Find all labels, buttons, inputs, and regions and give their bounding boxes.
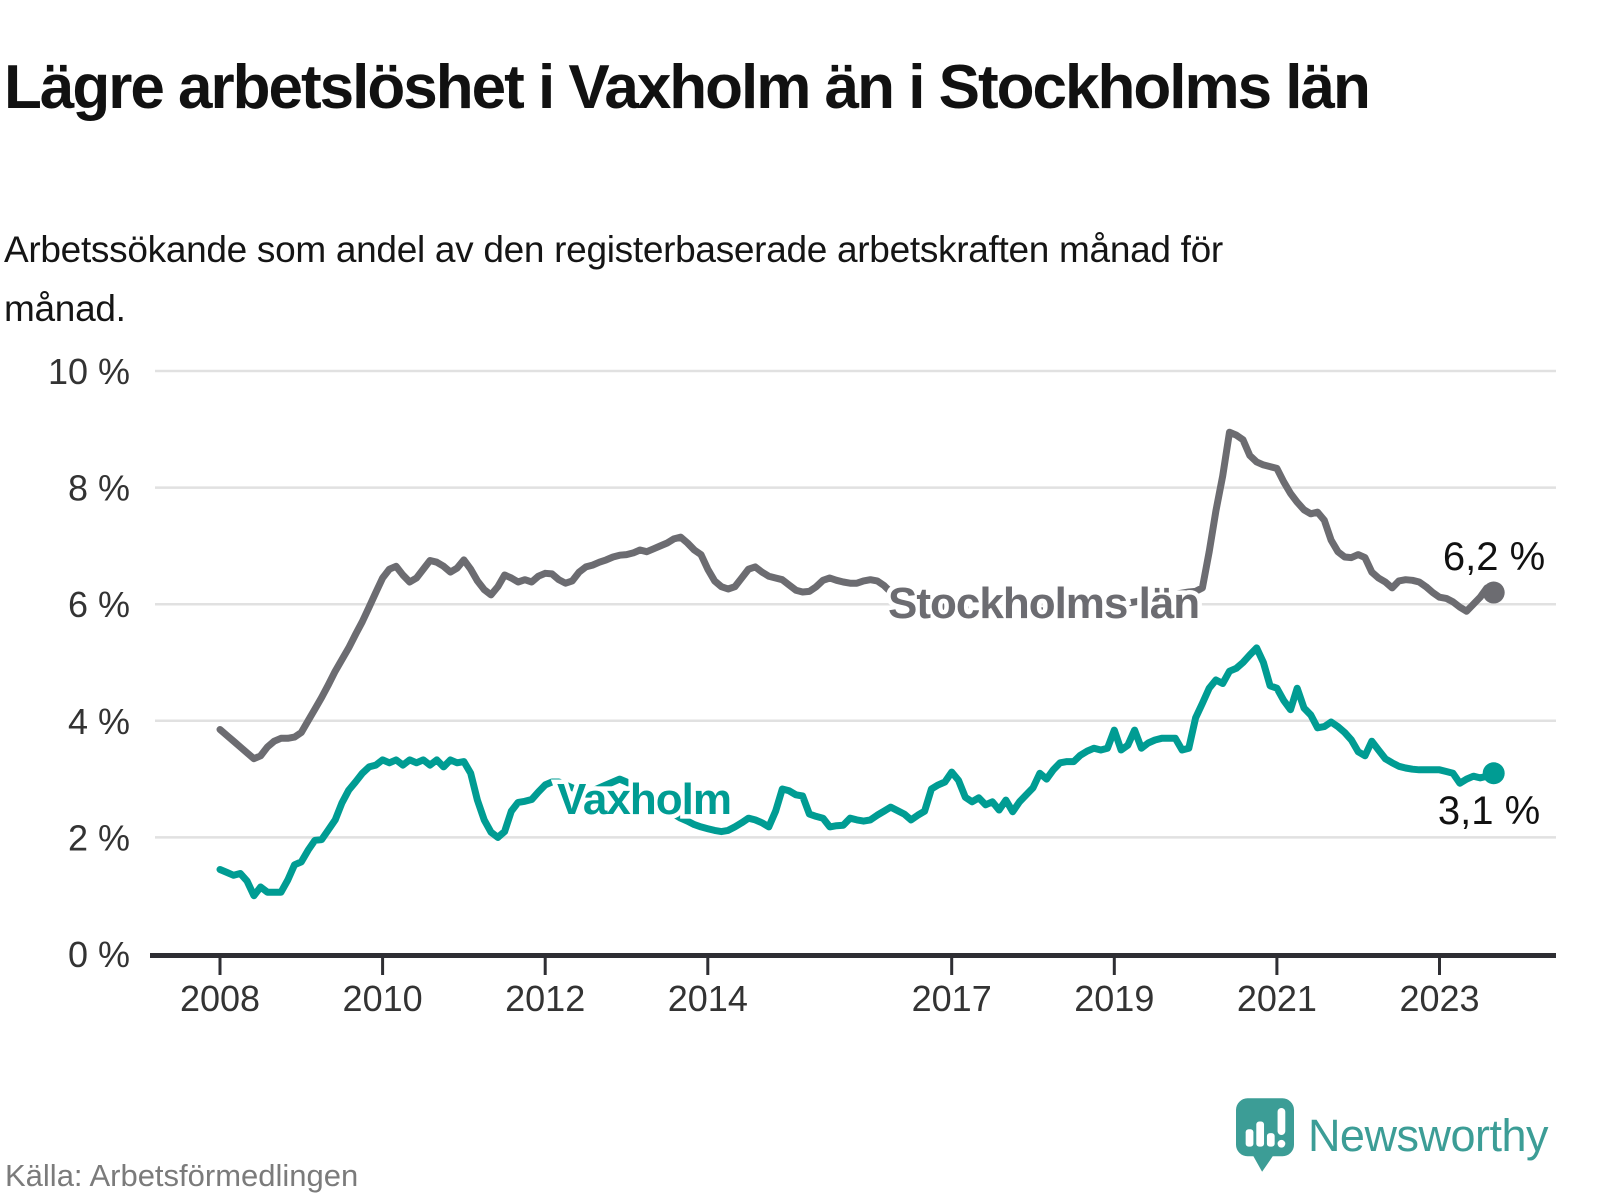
series-end-dot-stockholm (1482, 581, 1505, 604)
x-tick-label-2021: 2021 (1237, 978, 1317, 1019)
axes: 0 % 2 % 4 % 6 % 8 % 10 % 2008 2010 2012 2014 2017 2… (48, 351, 1556, 1019)
page-title: Lägre arbetslöshet i Vaxholm än i Stockh… (4, 52, 1371, 122)
y-tick-label-10: 10 % (48, 351, 130, 392)
gridlines (155, 369, 1556, 839)
x-tick-label-2014: 2014 (668, 978, 748, 1019)
x-tick-label-2010: 2010 (343, 978, 423, 1019)
series-end-dot-vaxholm (1482, 762, 1505, 785)
chart-subtitle: Arbetssökande som andel av den registerb… (4, 229, 1223, 330)
source-credit: Källa: Arbetsförmedlingen (5, 1158, 359, 1193)
y-tick-label-0: 0 % (68, 934, 130, 975)
x-tick-label-2008: 2008 (180, 978, 260, 1019)
newsworthy-logo-text: Newsworthy (1307, 1110, 1549, 1161)
series-labels: Stockholms län 6,2 % Vaxholm 3,1 % (553, 535, 1546, 833)
end-value-label-stockholm: 6,2 % (1443, 535, 1545, 579)
y-tick-label-2: 2 % (68, 817, 130, 858)
x-tick-label-2017: 2017 (912, 978, 992, 1019)
y-tick-label-6: 6 % (68, 584, 130, 625)
newsworthy-logo-icon (1235, 1098, 1294, 1172)
x-tick-label-2023: 2023 (1399, 978, 1479, 1019)
series-lines (216, 428, 1505, 900)
x-tick-label-2012: 2012 (505, 978, 585, 1019)
series-line-stockholm (216, 428, 1498, 763)
y-tick-label-4: 4 % (68, 701, 130, 742)
newsworthy-logo: Newsworthy (1235, 1098, 1549, 1174)
series-label-vaxholm: Vaxholm (557, 775, 731, 824)
series-label-stockholm: Stockholms län (888, 579, 1199, 628)
series-line-vaxholm (216, 644, 1498, 900)
x-tick-label-2019: 2019 (1074, 978, 1154, 1019)
y-tick-label-8: 8 % (68, 468, 130, 509)
end-value-label-vaxholm: 3,1 % (1438, 789, 1540, 833)
